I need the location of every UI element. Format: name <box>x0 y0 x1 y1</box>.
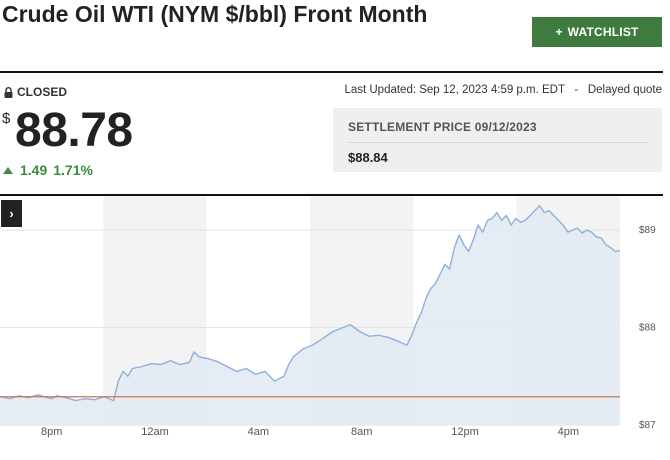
settlement-label: SETTLEMENT PRICE 09/12/2023 <box>348 120 537 134</box>
price-area <box>0 205 620 425</box>
change-value: 1.49 <box>20 162 48 178</box>
x-tick-label: 12am <box>141 426 169 438</box>
settlement-divider <box>348 142 647 143</box>
price-chart[interactable]: $89 $88 $87 8pm 12am 4am 8am 12pm 4pm <box>0 196 670 455</box>
up-arrow-icon <box>3 166 13 174</box>
add-to-watchlist-button[interactable]: + WATCHLIST <box>532 17 662 47</box>
delayed-quote-label: Delayed quote <box>587 84 662 96</box>
watchlist-label: WATCHLIST <box>567 25 639 39</box>
x-tick-label: 12pm <box>451 426 479 438</box>
x-tick-label: 8pm <box>41 426 62 438</box>
plus-icon: + <box>555 25 563 39</box>
market-status: CLOSED <box>4 85 67 99</box>
x-tick-label: 4am <box>248 426 269 438</box>
x-tick-label: 8am <box>351 426 372 438</box>
last-price: 88.78 <box>15 104 133 157</box>
chevron-right-icon: › <box>9 206 14 221</box>
currency-symbol: $ <box>2 110 11 127</box>
header-divider <box>0 71 663 73</box>
chart-divider <box>0 194 663 196</box>
settlement-value: $88.84 <box>348 150 388 165</box>
y-tick-label: $89 <box>639 225 656 236</box>
last-updated: Last Updated: Sep 12, 2023 4:59 p.m. EDT… <box>344 84 662 96</box>
settlement-panel: SETTLEMENT PRICE 09/12/2023 $88.84 <box>333 108 662 172</box>
expand-chart-button[interactable]: › <box>1 200 22 227</box>
change-percent: 1.71% <box>53 162 93 178</box>
y-tick-label: $87 <box>639 420 656 431</box>
lock-icon <box>4 86 13 98</box>
closed-label: CLOSED <box>17 85 68 99</box>
price-chart-svg[interactable]: $89 $88 $87 8pm 12am 4am 8am 12pm 4pm <box>0 196 670 455</box>
last-updated-text: Last Updated: Sep 12, 2023 4:59 p.m. EDT <box>344 84 565 96</box>
x-tick-label: 4pm <box>558 426 579 438</box>
price-line <box>0 205 621 402</box>
y-tick-label: $88 <box>639 323 656 334</box>
page-title: Crude Oil WTI (NYM $/bbl) Front Month <box>2 1 428 27</box>
price-change: 1.49 1.71% <box>3 162 93 178</box>
